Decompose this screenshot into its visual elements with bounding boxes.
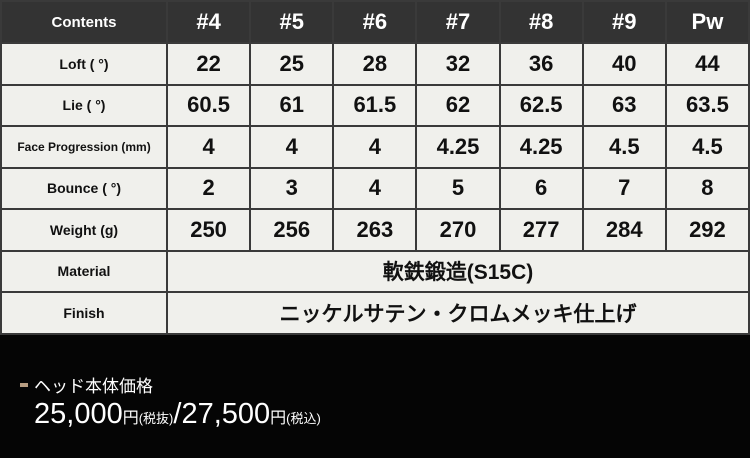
header-col: Pw (664, 0, 750, 44)
header-col: #7 (415, 0, 501, 44)
cell-value: 61 (249, 83, 335, 127)
price-section: ヘッド本体価格 25,000円(税抜)/27,500円(税込) (0, 348, 750, 458)
header-col: #9 (581, 0, 667, 44)
cell-value: 6 (498, 166, 584, 210)
row-label: Lie ( °) (0, 83, 168, 127)
row-label: Bounce ( °) (0, 166, 168, 210)
header-col: #5 (249, 0, 335, 44)
cell-value: 25 (249, 42, 335, 86)
cell-value: 4 (165, 125, 252, 169)
cell-value: 40 (581, 42, 667, 86)
cell-value: 4.5 (581, 125, 667, 169)
cell-value: 4.5 (664, 125, 750, 169)
cell-value: 7 (581, 166, 667, 210)
finish-row: Finish ニッケルサテン・クロムメッキ仕上げ (0, 291, 750, 335)
cell-value: 28 (332, 42, 418, 86)
header-col: #4 (165, 0, 252, 44)
incl-label: (税込) (286, 411, 321, 426)
cell-value: 277 (498, 208, 584, 252)
cell-value: 36 (498, 42, 584, 86)
row-label: Face Progression (mm) (0, 125, 168, 169)
price-title: ヘッド本体価格 (20, 372, 153, 397)
cell-value: 63.5 (664, 83, 750, 127)
row-label: Loft ( °) (0, 42, 168, 86)
price-excl: 25,000 (34, 398, 123, 430)
material-row: Material 軟鉄鍛造(S15C) (0, 249, 750, 293)
dash-icon (20, 382, 28, 387)
spec-row: Bounce ( °) 2 3 4 5 6 7 8 (0, 166, 750, 210)
spec-table: Contents #4 #5 #6 #7 #8 #9 Pw Loft ( °) 2… (0, 0, 750, 335)
header-contents: Contents (0, 0, 168, 44)
material-value: 軟鉄鍛造(S15C) (166, 249, 750, 293)
cell-value: 292 (664, 208, 750, 252)
cell-value: 61.5 (332, 83, 418, 127)
row-label: Material (0, 249, 168, 293)
finish-value: ニッケルサテン・クロムメッキ仕上げ (166, 291, 750, 335)
spec-row: Weight (g) 250 256 263 270 277 284 292 (0, 208, 750, 252)
cell-value: 3 (249, 166, 335, 210)
price-line: 25,000円(税抜)/27,500円(税込) (34, 398, 321, 431)
price-incl: 27,500 (181, 398, 271, 430)
row-label: Finish (0, 291, 168, 335)
row-label: Weight (g) (0, 208, 168, 252)
yen: 円 (270, 410, 287, 427)
cell-value: 62 (415, 83, 501, 127)
cell-value: 44 (664, 42, 750, 86)
cell-value: 4.25 (498, 125, 584, 169)
separator: / (173, 398, 182, 430)
cell-value: 256 (249, 208, 335, 252)
cell-value: 32 (415, 42, 501, 86)
excl-label: (税抜) (138, 411, 174, 426)
header-row: Contents #4 #5 #6 #7 #8 #9 Pw (0, 0, 750, 44)
cell-value: 4 (249, 125, 335, 169)
cell-value: 284 (581, 208, 667, 252)
cell-value: 4 (332, 166, 418, 210)
cell-value: 263 (332, 208, 418, 252)
cell-value: 63 (581, 83, 667, 127)
cell-value: 4 (332, 125, 418, 169)
cell-value: 2 (165, 166, 252, 210)
header-col: #8 (498, 0, 584, 44)
cell-value: 4.25 (415, 125, 501, 169)
cell-value: 62.5 (498, 83, 584, 127)
yen: 円 (122, 410, 139, 427)
cell-value: 22 (165, 42, 252, 86)
cell-value: 250 (165, 208, 252, 252)
header-col: #6 (332, 0, 418, 44)
spec-row: Face Progression (mm) 4 4 4 4.25 4.25 4.5 4.5 (0, 125, 750, 169)
cell-value: 60.5 (165, 83, 252, 127)
spec-row: Loft ( °) 22 25 28 32 36 40 44 (0, 42, 750, 86)
spec-row: Lie ( °) 60.5 61 61.5 62 62.5 63 63.5 (0, 83, 750, 127)
price-title-text: ヘッド本体価格 (34, 377, 153, 396)
cell-value: 5 (415, 166, 501, 210)
cell-value: 270 (415, 208, 501, 252)
cell-value: 8 (664, 166, 750, 210)
